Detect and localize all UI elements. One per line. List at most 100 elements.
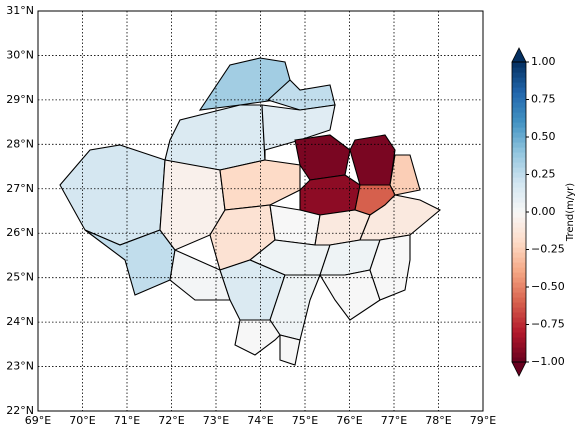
colorbar-slice [512, 72, 526, 78]
colorbar-slice [512, 112, 526, 118]
district [261, 104, 336, 161]
x-tick-label: 69°E [25, 414, 51, 427]
colorbar-slice [512, 177, 526, 183]
colorbar-slice [512, 222, 526, 228]
district [234, 319, 281, 356]
colorbar-slice [512, 172, 526, 178]
colorbar-slice [512, 297, 526, 303]
colorbar-slice [512, 107, 526, 113]
colorbar-tick-label: −0.50 [531, 280, 565, 293]
colorbar-slice [512, 102, 526, 108]
colorbar-tick-label: 0.00 [531, 205, 556, 218]
colorbar-slice [512, 147, 526, 153]
colorbar-extend-bottom [511, 361, 527, 377]
colorbar-slice [512, 287, 526, 293]
y-tick-label: 23°N [6, 360, 34, 373]
colorbar-slice [512, 197, 526, 203]
colorbar-slice [512, 127, 526, 133]
colorbar-slice [512, 352, 526, 358]
colorbar-slice [512, 142, 526, 148]
map-frame [37, 10, 484, 412]
colorbar-slice [512, 237, 526, 243]
colorbar-slice [512, 182, 526, 188]
colorbar-slice [512, 187, 526, 193]
colorbar-slice [512, 157, 526, 163]
colorbar-slice [512, 262, 526, 268]
y-tick-label: 31°N [6, 4, 34, 17]
colorbar-slice [512, 267, 526, 273]
y-tick-label: 27°N [6, 182, 34, 195]
colorbar-slice [512, 322, 526, 328]
colorbar-tick-label: −1.00 [531, 355, 565, 368]
colorbar-slice [512, 357, 526, 363]
y-tick-label: 25°N [6, 271, 34, 284]
x-tick-label: 78°E [425, 414, 451, 427]
x-tick-label: 71°E [114, 414, 140, 427]
x-tick-label: 74°E [247, 414, 273, 427]
colorbar-slice [512, 337, 526, 343]
x-tick-label: 75°E [292, 414, 318, 427]
colorbar-label: Trend(m/yr) [565, 183, 576, 242]
colorbar-slice [512, 67, 526, 73]
colorbar-slice [512, 227, 526, 233]
colorbar-slice [512, 277, 526, 283]
colorbar-slice [512, 282, 526, 288]
district [389, 154, 421, 196]
colorbar-slice [512, 212, 526, 218]
colorbar-tick-label: 0.75 [531, 93, 556, 106]
colorbar-slice [512, 162, 526, 168]
colorbar-slice [512, 202, 526, 208]
colorbar-slice [512, 77, 526, 83]
colorbar-slice [512, 62, 526, 68]
district [299, 174, 361, 216]
colorbar-slice [512, 317, 526, 323]
colorbar-slice [512, 242, 526, 248]
colorbar-slice [512, 302, 526, 308]
x-tick-label: 76°E [336, 414, 362, 427]
colorbar-tick-label: −0.25 [531, 243, 565, 256]
y-tick-label: 28°N [6, 137, 34, 150]
colorbar-slice [512, 247, 526, 253]
colorbar-slice [512, 347, 526, 353]
colorbar-slice [512, 92, 526, 98]
colorbar-slice [512, 152, 526, 158]
colorbar-slice [512, 117, 526, 123]
colorbar-slice [512, 82, 526, 88]
colorbar-slice [512, 217, 526, 223]
y-tick-label: 30°N [6, 48, 34, 61]
colorbar-slice [512, 272, 526, 278]
colorbar-slice [512, 192, 526, 198]
y-tick-label: 24°N [6, 315, 34, 328]
colorbar-slice [512, 167, 526, 173]
colorbar-slice [512, 132, 526, 138]
colorbar-tick-label: 1.00 [531, 55, 556, 68]
colorbar-slice [512, 122, 526, 128]
colorbar-extend-top [511, 47, 527, 63]
colorbar-slice [512, 312, 526, 318]
district [279, 334, 301, 366]
districts [59, 57, 441, 366]
x-tick-label: 77°E [381, 414, 407, 427]
colorbar-slice [512, 292, 526, 298]
colorbar-slice [512, 137, 526, 143]
colorbar-slice [512, 332, 526, 338]
colorbar-slice [512, 252, 526, 258]
y-tick-label: 26°N [6, 226, 34, 239]
district [369, 234, 411, 301]
colorbar-slice [512, 97, 526, 103]
x-tick-label: 79°E [470, 414, 496, 427]
x-tick-label: 73°E [203, 414, 229, 427]
x-tick-label: 72°E [158, 414, 184, 427]
colorbar-slice [512, 307, 526, 313]
district [198, 57, 291, 111]
y-tick-label: 29°N [6, 93, 34, 106]
y-tick-label: 22°N [6, 404, 34, 417]
colorbar-slice [512, 232, 526, 238]
x-tick-label: 70°E [69, 414, 95, 427]
colorbar-tick-label: 0.25 [531, 168, 556, 181]
colorbar-tick-label: 0.50 [531, 130, 556, 143]
colorbar-tick-label: −0.75 [531, 318, 565, 331]
colorbar-slice [512, 342, 526, 348]
colorbar-slice [512, 327, 526, 333]
